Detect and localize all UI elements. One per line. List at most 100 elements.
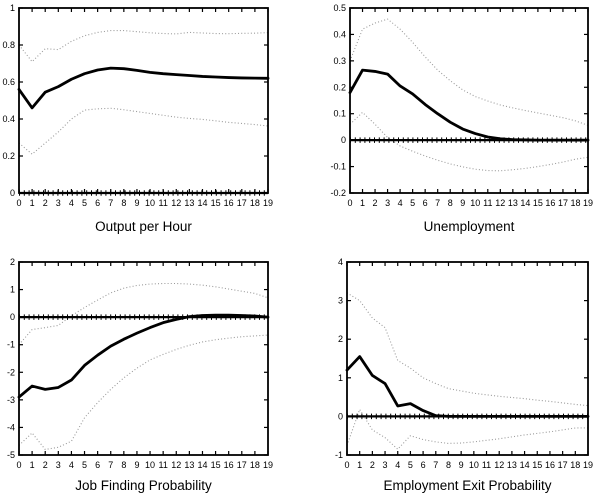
plot-canvas-unemployment: 0 1 2 3 4 5 6 7 8 9 10 11 12 13 14 15 16 17 18 19-0.2-0.100…: [330, 3, 593, 208]
y-tick-label: 0.2: [333, 82, 346, 92]
x-tick-label: 18: [250, 198, 260, 208]
x-tick-label: 2: [373, 198, 378, 208]
x-tick-label: 0: [347, 198, 352, 208]
x-tick-label: 0: [16, 460, 21, 470]
y-tick-label: 0.6: [2, 77, 15, 87]
y-tick-label: 1: [10, 3, 15, 13]
x-tick-label: 1: [360, 198, 365, 208]
x-tick-label: 10: [145, 460, 155, 470]
x-tick-label: 0: [16, 198, 21, 208]
y-tick-label: 1: [338, 373, 343, 383]
x-tick-label: 0: [344, 460, 349, 470]
x-tick-label: 18: [250, 460, 260, 470]
y-tick-label: 3: [338, 296, 343, 306]
x-tick-label: 12: [494, 460, 504, 470]
y-tick-label: 1: [10, 285, 15, 295]
chart-title: Unemployment: [423, 219, 515, 234]
chart-title: Job Finding Probability: [75, 478, 212, 493]
x-tick-label: 6: [95, 460, 100, 470]
x-tick-label: 12: [495, 198, 505, 208]
response-line: [17, 313, 270, 399]
y-tick-label: 0: [10, 188, 15, 198]
x-tick-label: 10: [470, 198, 480, 208]
subplot-job-finding-probability: 0 1 2 3 4 5 6 7 8 9 10 11 12 13 14 15 16 17 18 19 -5 -4 -3 -2 -1…: [0, 250, 300, 500]
lower-confidence-band-line: [18, 107, 269, 155]
y-tick-label: 0: [341, 135, 346, 145]
x-tick-label: 13: [184, 460, 194, 470]
x-tick-label: 16: [224, 460, 234, 470]
lower-confidence-band-line: [349, 111, 589, 172]
x-tick-label: 6: [423, 198, 428, 208]
x-tick-label: 1: [357, 460, 362, 470]
chart-title: Employment Exit Probability: [383, 478, 552, 493]
x-tick-label: 19: [583, 460, 593, 470]
y-tick-label: -5: [7, 450, 15, 460]
x-tick-label: 8: [446, 460, 451, 470]
x-tick-label: 2: [370, 460, 375, 470]
plot-box: [349, 7, 589, 194]
x-tick-label: 19: [263, 460, 273, 470]
x-tick-label: 3: [383, 460, 388, 470]
x-tick-label: 5: [82, 198, 87, 208]
x-tick-label: 4: [69, 460, 74, 470]
x-tick-label: 11: [158, 460, 167, 470]
x-tick-label: 11: [483, 198, 492, 208]
upper-confidence-band-line: [18, 30, 269, 63]
x-tick-label: 14: [197, 460, 207, 470]
x-tick-label: 16: [545, 198, 555, 208]
x-tick-label: 2: [43, 198, 48, 208]
y-tick-label: -1: [7, 340, 15, 350]
x-tick-label: 8: [448, 198, 453, 208]
y-tick-label: 0.4: [333, 29, 346, 39]
x-tick-label: 10: [145, 198, 155, 208]
subplot-unemployment: 0 1 2 3 4 5 6 7 8 9 10 11 12 13 14 15 16 17 18 19 -0.2 -0.1 0 0…: [300, 0, 600, 250]
response-line: [17, 66, 270, 110]
x-tick-label: 8: [121, 198, 126, 208]
y-tick-label: 0: [10, 312, 15, 322]
y-tick-label: -1: [335, 450, 343, 460]
x-tick-label: 14: [520, 198, 530, 208]
x-tick-label: 5: [82, 460, 87, 470]
y-tick-label: -0.1: [330, 162, 346, 172]
x-tick-label: 7: [108, 460, 113, 470]
x-tick-label: 3: [385, 198, 390, 208]
y-tick-label: 0.3: [333, 56, 346, 66]
x-tick-label: 4: [69, 198, 74, 208]
x-tick-label: 7: [435, 198, 440, 208]
x-tick-label: 15: [211, 198, 221, 208]
x-tick-label: 13: [184, 198, 194, 208]
y-tick-label: -0.2: [330, 188, 346, 198]
chart-title: Output per Hour: [95, 219, 192, 234]
x-tick-label: 7: [108, 198, 113, 208]
response-line: [345, 355, 590, 418]
response-line: [348, 68, 590, 142]
x-tick-label: 17: [237, 460, 247, 470]
x-tick-label: 2: [43, 460, 48, 470]
x-tick-label: 8: [121, 460, 126, 470]
x-tick-label: 1: [30, 198, 35, 208]
x-tick-label: 18: [570, 198, 580, 208]
plot-box: [346, 261, 589, 456]
x-tick-label: 11: [158, 198, 167, 208]
x-tick-label: 4: [395, 460, 400, 470]
x-tick-label: 3: [56, 460, 61, 470]
x-tick-label: 16: [545, 460, 555, 470]
plot-box: [18, 7, 269, 194]
upper-confidence-band-line: [346, 292, 589, 407]
x-tick-label: 9: [134, 460, 139, 470]
x-tick-label: 13: [508, 198, 518, 208]
x-tick-label: 9: [134, 198, 139, 208]
x-tick-label: 5: [410, 198, 415, 208]
y-tick-label: 0.2: [2, 151, 15, 161]
x-tick-label: 17: [558, 198, 568, 208]
x-tick-label: 10: [469, 460, 479, 470]
y-tick-label: -4: [7, 422, 15, 432]
y-tick-label: 0.4: [2, 114, 15, 124]
subplot-employment-exit-probability: 0 1 2 3 4 5 6 7 8 9 10 11 12 13 14 15 16 17 18 19 -1 0 1 2 3 4 Em…: [300, 250, 600, 500]
x-tick-label: 18: [570, 460, 580, 470]
y-tick-label: -3: [7, 395, 15, 405]
y-tick-label: 2: [338, 334, 343, 344]
y-tick-label: -2: [7, 367, 15, 377]
